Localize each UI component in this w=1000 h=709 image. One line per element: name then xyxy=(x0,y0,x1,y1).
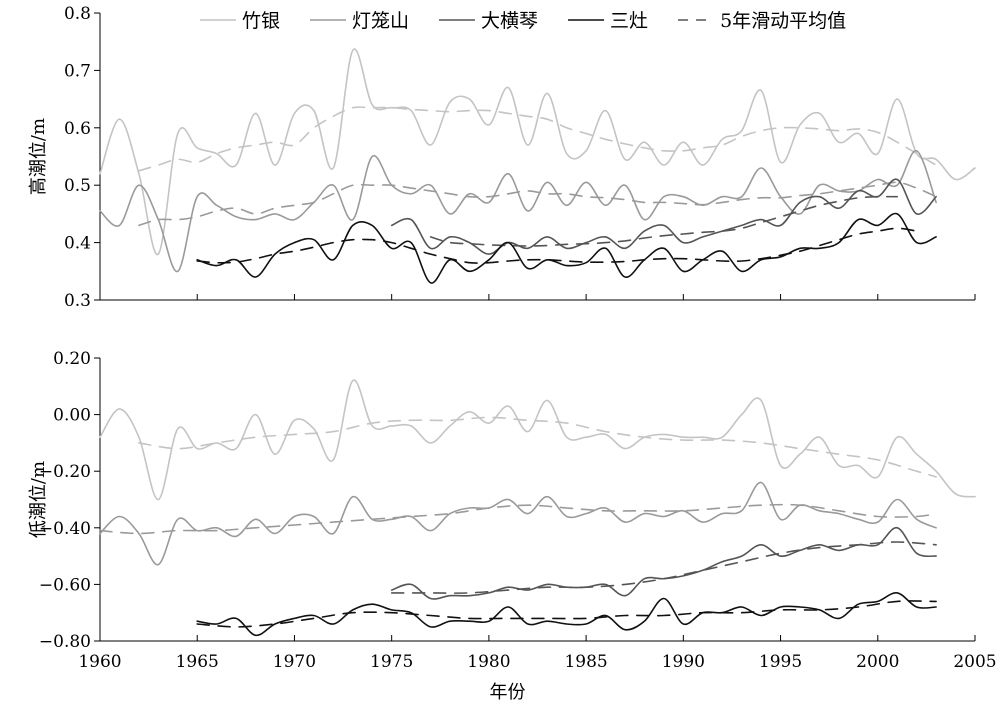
series-line-top-7 xyxy=(196,227,918,264)
y-tick-label: 0.6 xyxy=(64,119,91,139)
series-line-top-4 xyxy=(390,178,937,255)
y-tick-label: 0.8 xyxy=(64,4,91,24)
x-tick-label: 2000 xyxy=(856,652,899,672)
series-line-bottom-0 xyxy=(99,379,976,501)
y-tick-label: −0.20 xyxy=(39,462,91,482)
y-axis-title: 高潮位/m xyxy=(28,118,49,195)
y-tick-label: −0.40 xyxy=(39,519,91,539)
x-tick-label: 1990 xyxy=(662,652,705,672)
x-tick-label: 1965 xyxy=(176,652,219,672)
low-tide-panel: −0.80 −0.60 −0.40 −0.20 0.00 0.20 1960 1965 1970… xyxy=(28,349,997,703)
series-line-bottom-5 xyxy=(390,541,937,594)
series-line-bottom-1 xyxy=(138,416,937,478)
legend-label: 竹银 xyxy=(242,10,280,32)
series-line-bottom-4 xyxy=(390,526,937,600)
series-line-bottom-6 xyxy=(196,592,937,637)
y-tick-label: −0.80 xyxy=(39,632,91,652)
high-tide-panel: 0.3 0.4 0.5 0.6 0.7 0.8 高潮位/m xyxy=(28,4,976,311)
y-tick-label: −0.60 xyxy=(39,575,91,595)
y-tick-label: 0.4 xyxy=(64,234,91,254)
x-tick-label: 1995 xyxy=(759,652,802,672)
x-tick-label: 2005 xyxy=(953,652,996,672)
series-line-bottom-3 xyxy=(99,503,937,535)
x-tick-label: 1970 xyxy=(273,652,316,672)
x-tick-label: 1985 xyxy=(564,652,607,672)
legend-label: 灯笼山 xyxy=(352,10,409,32)
x-tick-label: 1960 xyxy=(78,652,121,672)
y-tick-label: 0.5 xyxy=(64,176,91,196)
series-line-top-6 xyxy=(196,212,937,284)
series-line-bottom-2 xyxy=(99,481,937,566)
y-tick-label: 0.20 xyxy=(53,349,91,369)
legend-label: 大横琴 xyxy=(481,10,538,32)
series-line-top-0 xyxy=(99,48,976,255)
y-axis-title: 低潮位/m xyxy=(28,461,49,538)
series-line-top-3 xyxy=(138,181,937,227)
legend-label: 三灶 xyxy=(610,10,648,32)
legend-label: 5年滑动平均值 xyxy=(720,10,846,32)
series-line-top-5 xyxy=(429,195,898,247)
y-tick-label: 0.7 xyxy=(64,61,91,81)
x-axis-title: 年份 xyxy=(490,682,526,703)
y-tick-label: 0.00 xyxy=(53,406,91,426)
legend: 竹银 灯笼山 大横琴 三灶 5年滑动平均值 xyxy=(200,10,846,32)
series-line-top-2 xyxy=(99,150,937,273)
x-tick-label: 1980 xyxy=(467,652,510,672)
series-line-bottom-7 xyxy=(196,600,937,628)
y-tick-label: 0.3 xyxy=(64,291,91,311)
x-tick-label: 1975 xyxy=(370,652,413,672)
